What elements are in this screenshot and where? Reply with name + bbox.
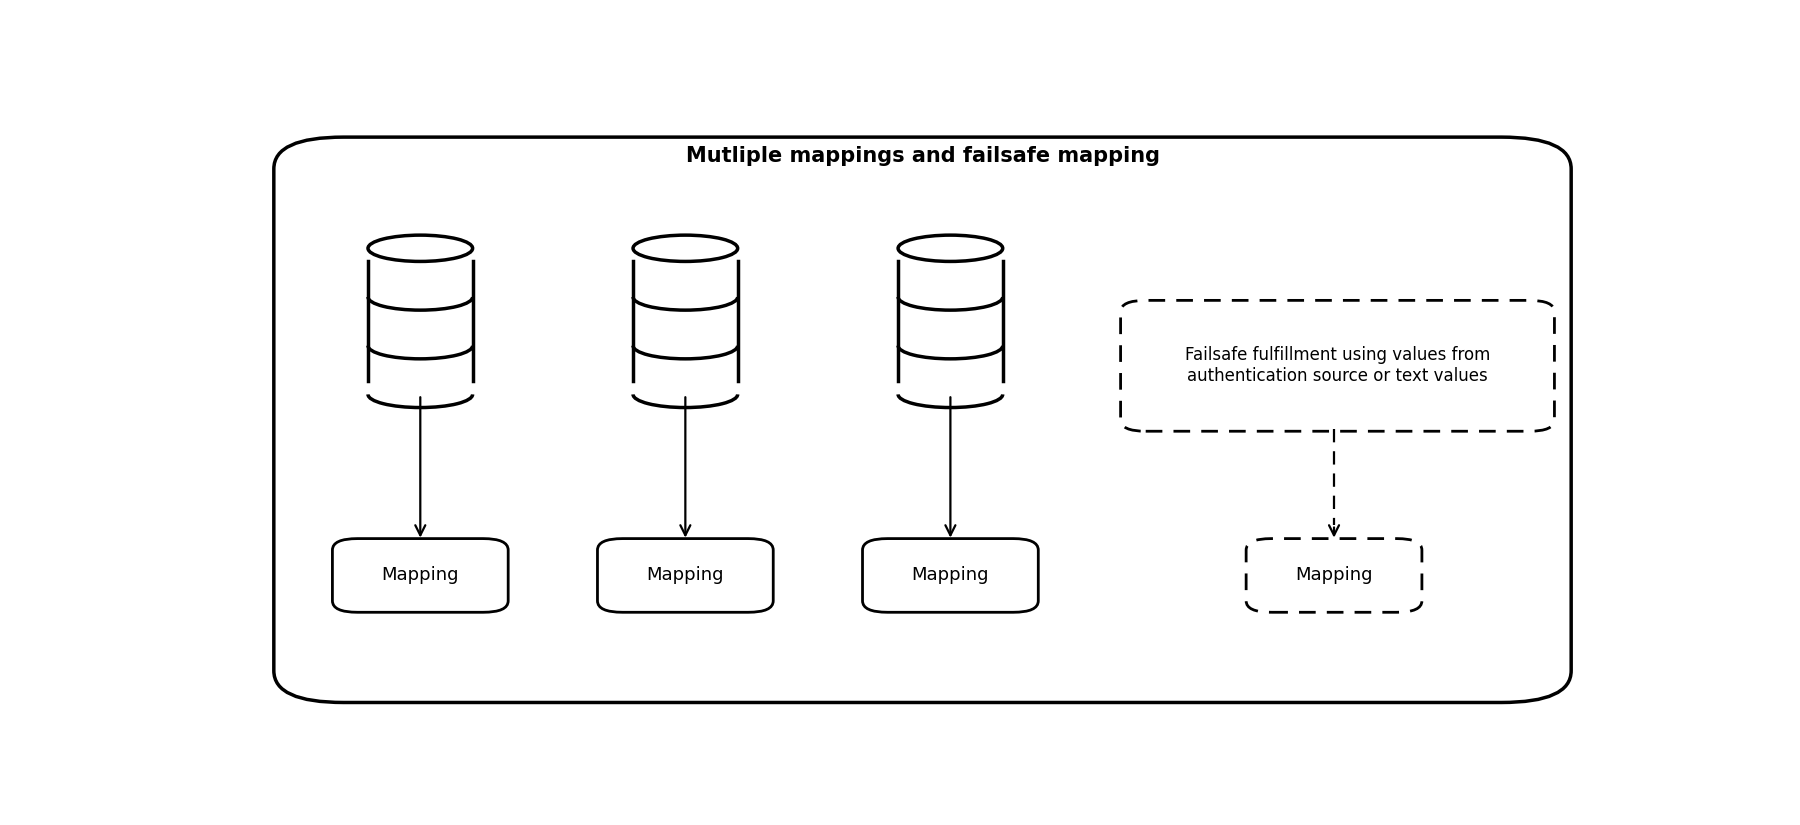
FancyBboxPatch shape: [862, 539, 1039, 612]
Ellipse shape: [898, 235, 1003, 262]
Text: Mutliple mappings and failsafe mapping: Mutliple mappings and failsafe mapping: [686, 146, 1159, 166]
FancyBboxPatch shape: [1246, 539, 1422, 612]
FancyBboxPatch shape: [333, 539, 508, 612]
Text: Mapping: Mapping: [382, 567, 459, 584]
Polygon shape: [367, 262, 473, 381]
Text: Mapping: Mapping: [646, 567, 724, 584]
Polygon shape: [898, 262, 1003, 381]
Ellipse shape: [367, 235, 473, 262]
Ellipse shape: [634, 235, 738, 262]
Polygon shape: [634, 262, 738, 381]
Text: Mapping: Mapping: [911, 567, 990, 584]
FancyBboxPatch shape: [1121, 300, 1555, 431]
Text: Mapping: Mapping: [1296, 567, 1373, 584]
FancyBboxPatch shape: [274, 137, 1571, 703]
Text: Failsafe fulfillment using values from
authentication source or text values: Failsafe fulfillment using values from a…: [1184, 346, 1490, 385]
FancyBboxPatch shape: [598, 539, 774, 612]
